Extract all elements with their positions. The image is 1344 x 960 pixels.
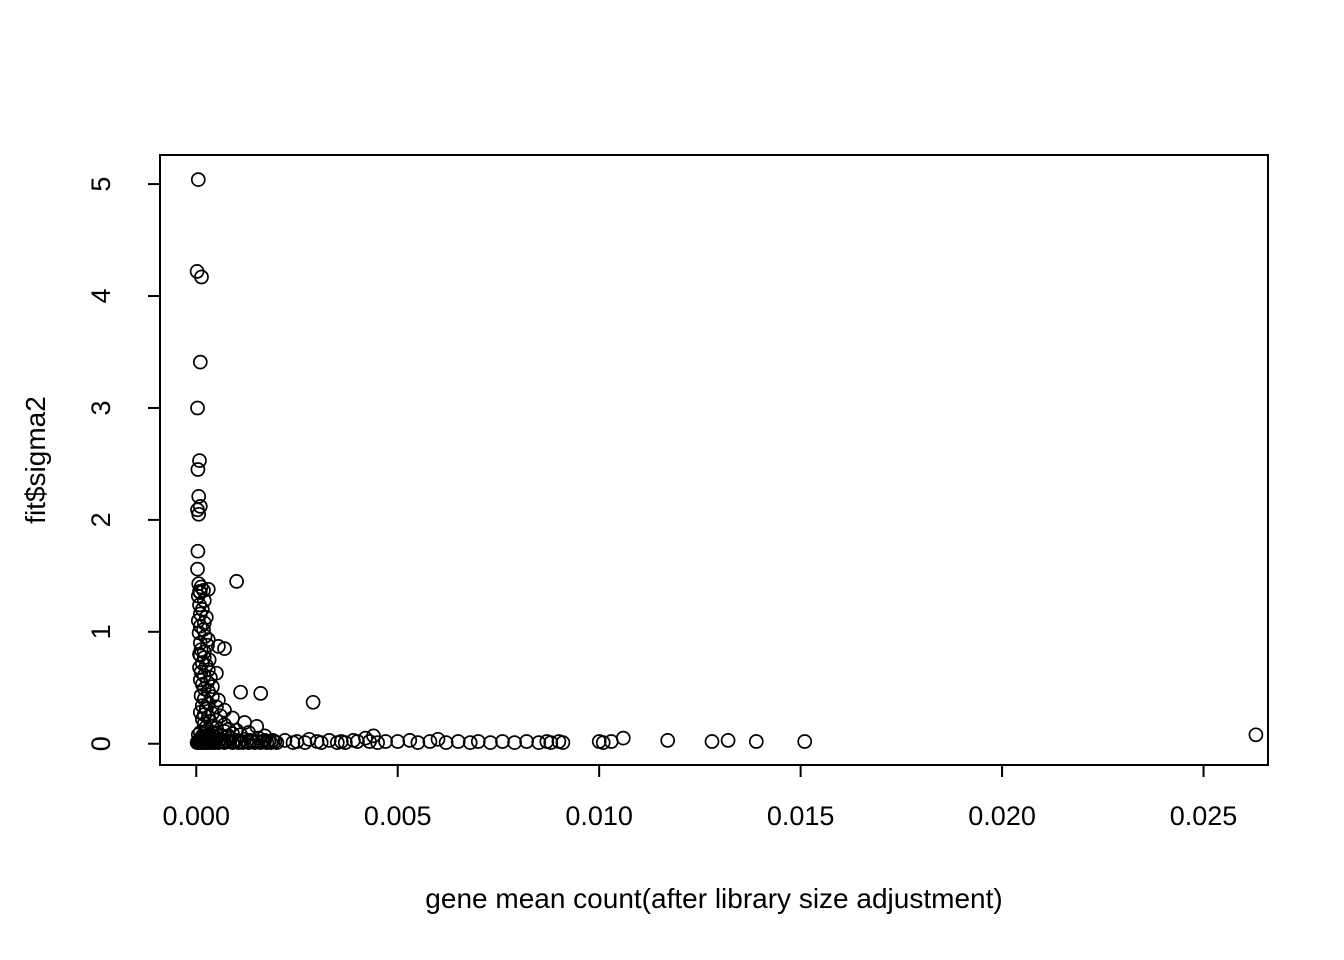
- data-point: [269, 735, 285, 750]
- data-point: [321, 733, 337, 748]
- y-tick-label: 3: [86, 400, 116, 415]
- data-point: [196, 593, 212, 608]
- x-tick-label: 0.025: [1170, 801, 1238, 831]
- data-point: [350, 734, 365, 749]
- data-point: [217, 641, 232, 656]
- data-point: [797, 734, 813, 749]
- x-tick-label: 0.000: [162, 801, 230, 831]
- data-point: [229, 574, 244, 589]
- data-point: [720, 733, 736, 748]
- y-tick-label: 0: [86, 736, 116, 751]
- data-point: [450, 734, 466, 749]
- data-point: [205, 679, 220, 695]
- data-point: [190, 462, 206, 477]
- data-point: [555, 735, 571, 750]
- data-point: [211, 639, 226, 654]
- data-point: [519, 734, 534, 749]
- data-point: [301, 731, 317, 747]
- data-point: [470, 734, 486, 749]
- y-axis-label: fit$sigma2: [20, 396, 51, 524]
- data-point: [430, 731, 446, 747]
- data-point: [190, 543, 206, 559]
- data-point: [1248, 727, 1264, 743]
- data-point: [531, 735, 547, 750]
- data-point: [191, 506, 207, 522]
- data-point: [194, 269, 209, 285]
- plot-box: [159, 154, 1269, 766]
- data-point: [438, 735, 454, 750]
- data-point: [390, 734, 406, 749]
- data-point: [748, 734, 764, 749]
- data-point: [190, 561, 205, 577]
- y-tick-label: 4: [86, 289, 116, 304]
- data-point: [495, 734, 510, 749]
- x-tick-label: 0.020: [968, 801, 1036, 831]
- data-point: [190, 400, 205, 416]
- y-tick-label: 1: [86, 624, 116, 639]
- data-point: [196, 691, 212, 707]
- data-point: [192, 354, 208, 370]
- y-tick-label: 5: [86, 177, 116, 192]
- data-point: [483, 735, 498, 750]
- x-tick-label: 0.015: [767, 801, 835, 831]
- data-point: [313, 735, 329, 750]
- data-point: [462, 735, 478, 750]
- data-point: [370, 735, 385, 750]
- data-point: [507, 735, 522, 750]
- data-point: [603, 734, 619, 749]
- x-axis-label: gene mean count(after library size adjus…: [425, 883, 1002, 914]
- data-point: [704, 734, 720, 749]
- data-point: [378, 734, 393, 749]
- data-point: [192, 453, 207, 468]
- x-tick-label: 0.005: [364, 801, 432, 831]
- data-point: [660, 733, 676, 748]
- data-point: [297, 735, 313, 750]
- data-point: [615, 730, 631, 746]
- data-point: [358, 730, 373, 746]
- y-tick-label: 2: [86, 512, 116, 527]
- data-point: [543, 735, 559, 750]
- x-tick-label: 0.010: [565, 801, 633, 831]
- data-point: [422, 734, 438, 749]
- data-point: [190, 172, 206, 187]
- data-point: [233, 684, 248, 700]
- data-point: [253, 686, 269, 701]
- data-point: [402, 733, 418, 748]
- data-point: [192, 499, 208, 514]
- data-point: [305, 694, 321, 710]
- data-point: [410, 735, 426, 750]
- plot-layer: 0.000 0.005 0.010 0.015 0.020 0.025 0 1 2 3 4 5: [86, 154, 1269, 831]
- data-point: [595, 735, 611, 750]
